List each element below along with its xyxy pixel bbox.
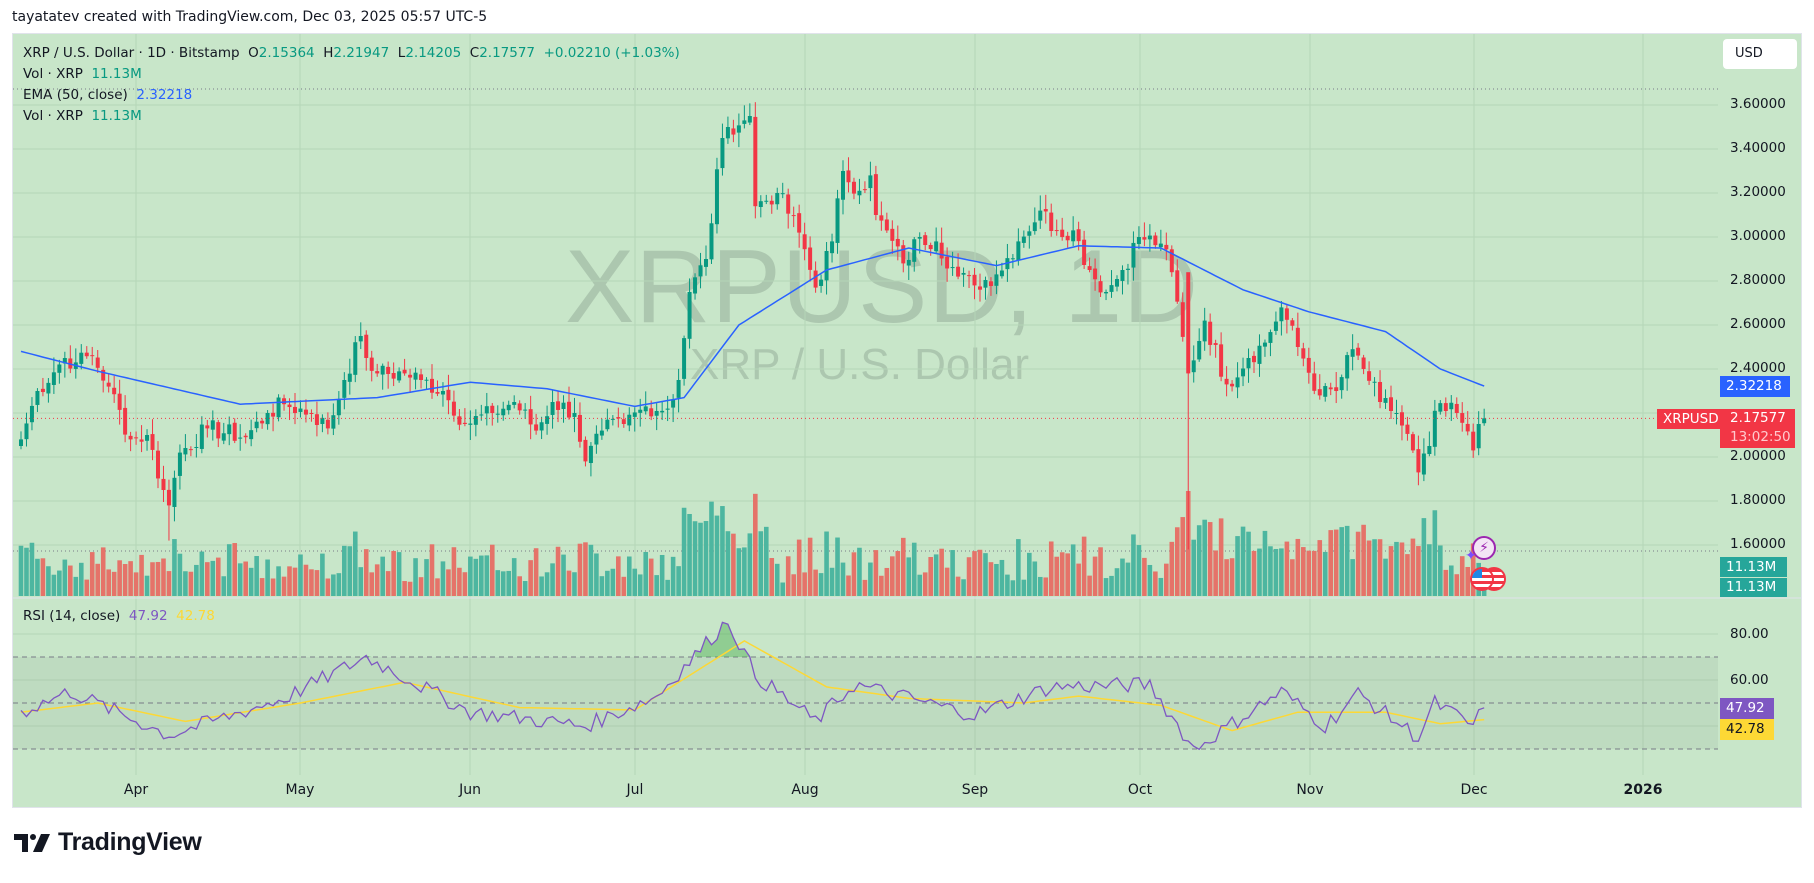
rsi-ma-value: 42.78: [176, 608, 215, 624]
currency-button[interactable]: USD: [1723, 39, 1797, 69]
time-label-may: May: [285, 782, 315, 798]
chart-credit: tayatatev created with TradingView.com, …: [12, 9, 488, 25]
price-tick: 3.40000: [1730, 140, 1786, 156]
rsi-tick-60: 60.00: [1730, 672, 1769, 688]
rsi-legend[interactable]: RSI (14, close) 47.92 42.78: [23, 608, 215, 624]
time-label-aug: Aug: [791, 782, 819, 798]
bar-countdown: 13:02:50: [1730, 429, 1791, 445]
time-label-oct: Oct: [1127, 782, 1153, 798]
time-label-2026: 2026: [1623, 782, 1663, 798]
volume-tag: 11.13M: [1720, 557, 1787, 577]
sparkle-icon: ✦: [1465, 548, 1477, 564]
time-label-apr: Apr: [123, 782, 149, 798]
price-tick: 2.60000: [1730, 316, 1786, 332]
close-value: 2.17577: [479, 45, 536, 61]
symbol-tag: XRPUSD: [1657, 409, 1725, 429]
symbol-title: XRP / U.S. Dollar · 1D · Bitstamp: [23, 45, 240, 61]
volume-legend-2[interactable]: Vol · XRP 11.13M: [23, 108, 142, 124]
tradingview-logo[interactable]: TradingView: [14, 828, 202, 857]
ema-price-tag: 2.32218: [1720, 376, 1790, 397]
price-tick: 1.60000: [1730, 536, 1786, 552]
price-tick: 2.80000: [1730, 272, 1786, 288]
rsi-tag: 47.92: [1720, 698, 1774, 719]
price-tick: 2.40000: [1730, 360, 1786, 376]
open-value: 2.15364: [258, 45, 315, 61]
change-value: +0.02210 (+1.03%): [543, 45, 680, 61]
volume-value-2: 11.13M: [91, 108, 142, 124]
rsi-tick-80: 80.00: [1730, 626, 1769, 642]
high-value: 2.21947: [333, 45, 390, 61]
volume-legend[interactable]: Vol · XRP 11.13M: [23, 66, 142, 82]
price-tick: 1.80000: [1730, 492, 1786, 508]
price-tick: 3.60000: [1730, 96, 1786, 112]
price-tick: 3.00000: [1730, 228, 1786, 244]
time-label-dec: Dec: [1460, 782, 1488, 798]
lightning-event-icon[interactable]: ⚡: [1472, 536, 1496, 560]
tradingview-logo-text: TradingView: [58, 828, 202, 856]
rsi-pane: [13, 621, 1718, 751]
volume-bars: [18, 491, 1487, 596]
ema-value: 2.32218: [136, 87, 193, 103]
time-label-jul: Jul: [626, 782, 644, 798]
rsi-ma-line: [20, 640, 1485, 732]
price-tick: 2.00000: [1730, 448, 1786, 464]
last-price-tag: 2.17577 13:02:50: [1720, 409, 1795, 448]
time-label-sep: Sep: [961, 782, 989, 798]
us-flag-event-icon[interactable]: [1470, 567, 1494, 591]
tradingview-logo-icon: [14, 833, 50, 852]
volume-value: 11.13M: [91, 66, 142, 82]
rsi-value: 47.92: [128, 608, 168, 624]
symbol-legend[interactable]: XRP / U.S. Dollar · 1D · Bitstamp O2.153…: [23, 45, 680, 61]
ema-legend[interactable]: EMA (50, close) 2.32218: [23, 87, 193, 103]
candles: [19, 102, 1487, 550]
price-tick: 3.20000: [1730, 184, 1786, 200]
low-value: 2.14205: [405, 45, 462, 61]
last-price: 2.17577: [1730, 410, 1786, 426]
ema-50-line: [20, 245, 1485, 408]
symbol-watermark: XRPUSD, 1D: [565, 229, 1200, 345]
time-label-jun: Jun: [459, 782, 481, 798]
rsi-ma-tag: 42.78: [1720, 719, 1774, 740]
symbol-description-watermark: XRP / U.S. Dollar: [690, 340, 1030, 389]
rsi-line: [20, 621, 1485, 751]
time-label-nov: Nov: [1296, 782, 1324, 798]
volume-tag-2: 11.13M: [1720, 578, 1787, 597]
